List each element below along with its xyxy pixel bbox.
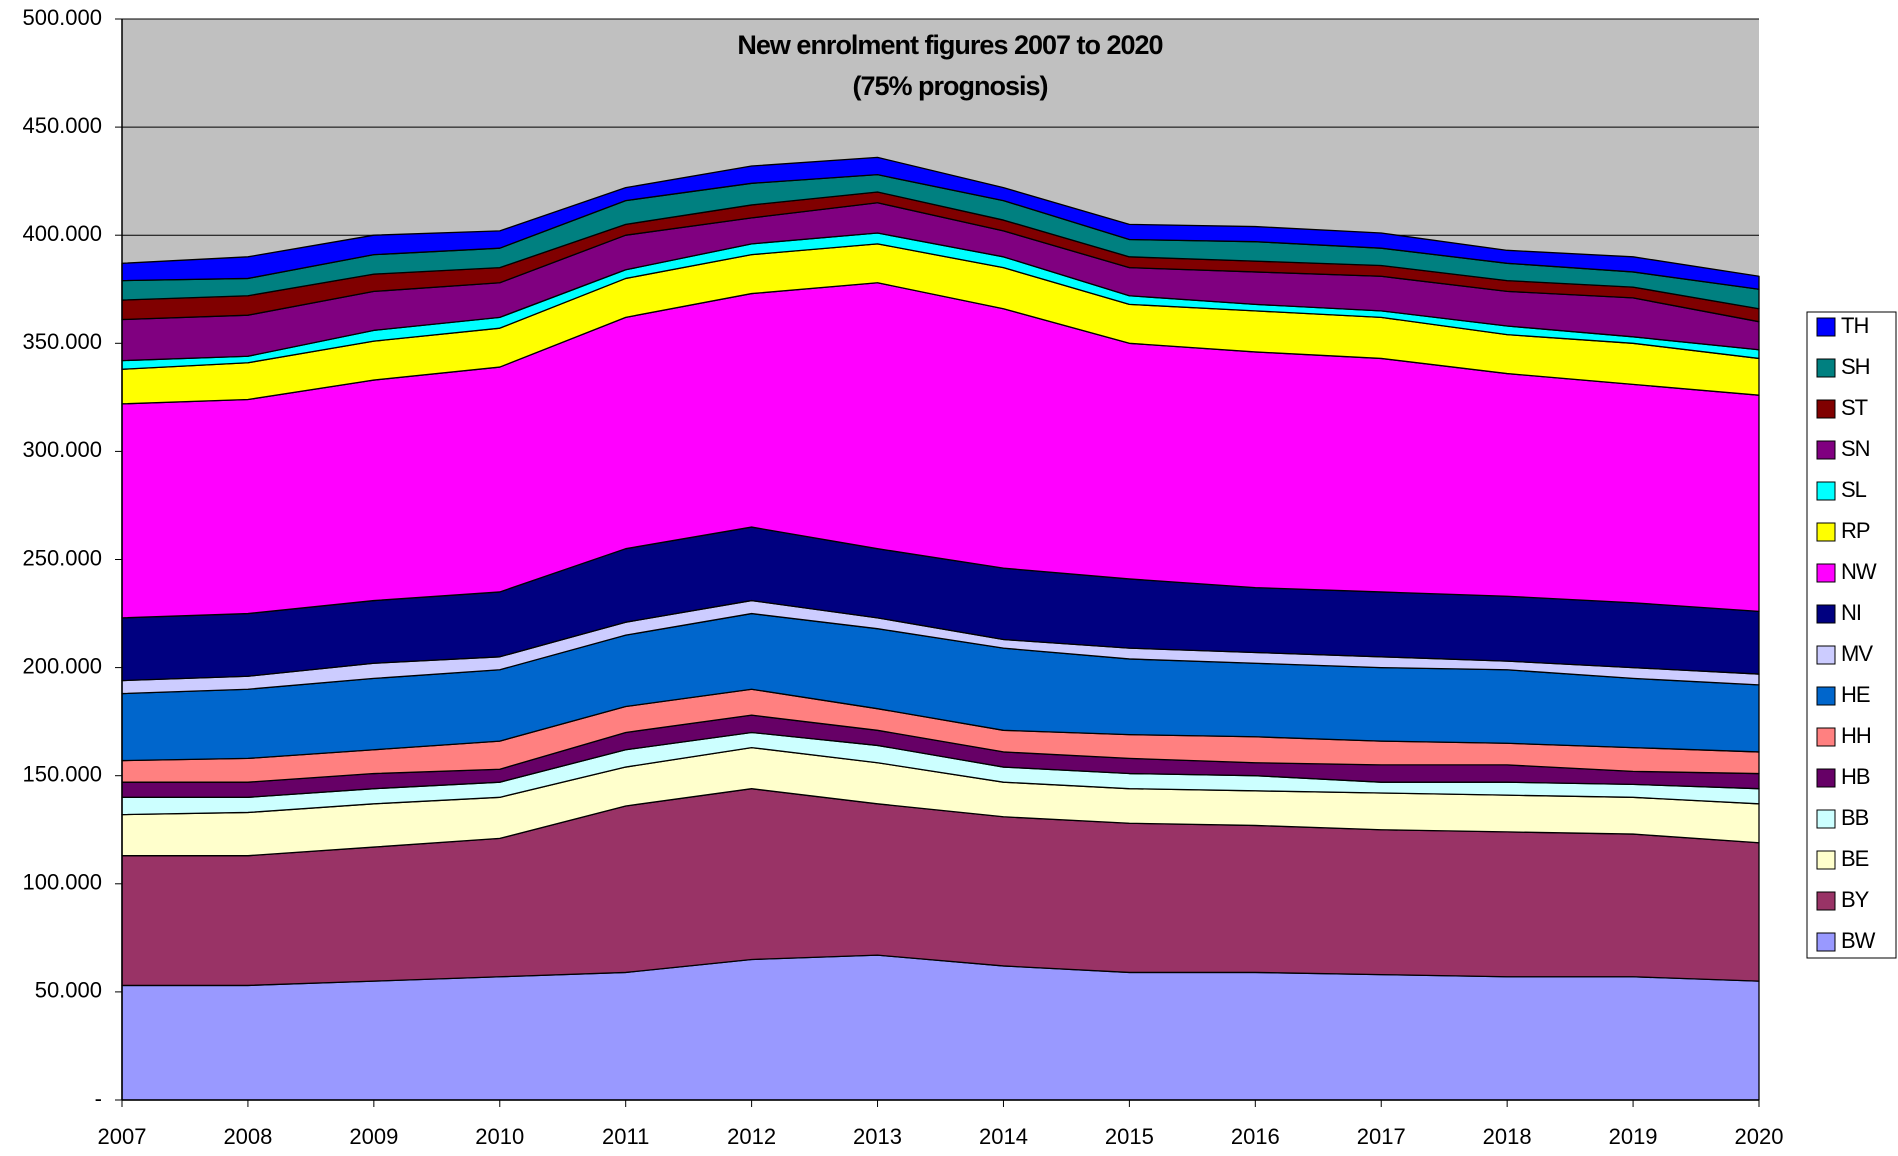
x-tick-label: 2013 <box>853 1124 902 1149</box>
legend-swatch <box>1816 686 1836 706</box>
y-tick-label: - <box>95 1086 102 1111</box>
legend-label: RP <box>1841 518 1870 543</box>
y-tick-label: 300.000 <box>22 437 102 462</box>
legend-label: HE <box>1841 682 1870 707</box>
chart-subtitle: (75% prognosis) <box>852 71 1047 101</box>
legend-swatch <box>1816 399 1836 419</box>
x-tick-label: 2011 <box>602 1124 649 1149</box>
legend-label: NW <box>1841 559 1877 584</box>
y-tick-label: 350.000 <box>22 329 102 354</box>
legend-label: SN <box>1841 436 1870 461</box>
legend-swatch <box>1816 809 1836 829</box>
legend <box>1806 311 1897 959</box>
legend-label: TH <box>1841 313 1868 338</box>
y-tick-label: 450.000 <box>22 113 102 138</box>
legend-label: BB <box>1841 805 1869 830</box>
y-tick-label: 200.000 <box>22 653 102 678</box>
x-tick-label: 2015 <box>1105 1124 1154 1149</box>
legend-swatch <box>1816 768 1836 788</box>
x-tick-label: 2019 <box>1609 1124 1658 1149</box>
x-tick-label: 2009 <box>349 1124 398 1149</box>
x-tick-label: 2014 <box>979 1124 1028 1149</box>
legend-label: ST <box>1841 395 1868 420</box>
x-tick-label: 2018 <box>1483 1124 1532 1149</box>
legend-label: BY <box>1841 887 1870 912</box>
y-tick-label: 150.000 <box>22 762 102 787</box>
legend-swatch <box>1816 604 1836 624</box>
x-tick-label: 2017 <box>1357 1124 1406 1149</box>
legend-swatch <box>1816 891 1836 911</box>
legend-swatch <box>1816 358 1836 378</box>
area <box>121 156 1760 290</box>
legend-label: HB <box>1841 764 1870 789</box>
legend-label: BW <box>1841 928 1876 953</box>
x-tick-label: 2010 <box>475 1124 524 1149</box>
legend-swatch <box>1816 440 1836 460</box>
legend-swatch <box>1816 317 1836 337</box>
legend-swatch <box>1816 850 1836 870</box>
y-tick-label: 400.000 <box>22 221 102 246</box>
x-tick-label: 2008 <box>223 1124 272 1149</box>
y-tick-label: 250.000 <box>22 545 102 570</box>
legend-label: NI <box>1841 600 1861 625</box>
legend-swatch <box>1816 522 1836 542</box>
legend-label: SL <box>1841 477 1867 502</box>
y-tick-label: 50.000 <box>35 978 102 1003</box>
legend-swatch <box>1816 727 1836 747</box>
x-tick-label: 2020 <box>1735 1124 1784 1149</box>
legend-label: SH <box>1841 354 1870 379</box>
legend-swatch <box>1816 563 1836 583</box>
x-tick-label: 2016 <box>1231 1124 1280 1149</box>
legend-swatch <box>1816 645 1836 665</box>
legend-swatch <box>1816 932 1836 952</box>
y-tick-label: 100.000 <box>22 870 102 895</box>
legend-label: MV <box>1841 641 1873 666</box>
legend-label: BE <box>1841 846 1869 871</box>
legend-swatch <box>1816 481 1836 501</box>
legend-label: HH <box>1841 723 1871 748</box>
x-tick-label: 2012 <box>727 1124 776 1149</box>
chart-title: New enrolment figures 2007 to 2020 <box>737 30 1162 60</box>
y-tick-label: 500.000 <box>22 5 102 30</box>
x-tick-label: 2007 <box>98 1124 147 1149</box>
